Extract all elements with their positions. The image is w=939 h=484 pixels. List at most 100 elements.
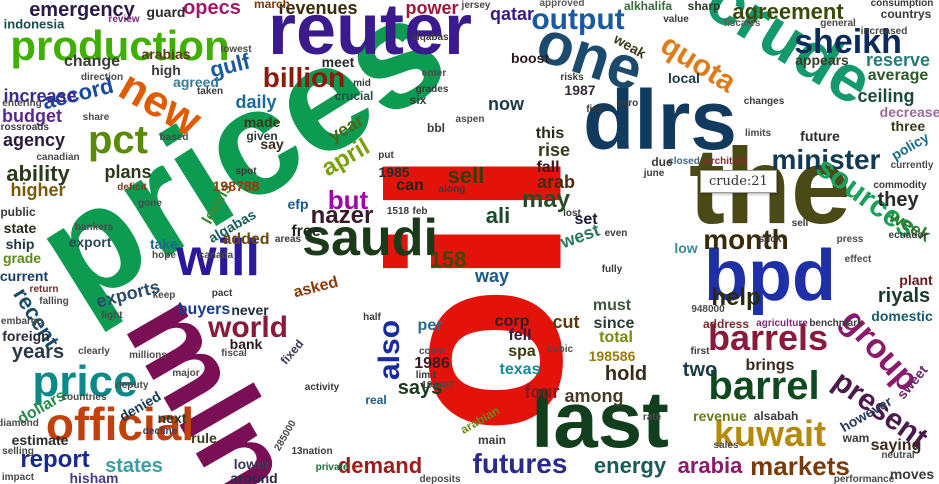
word-added[interactable]: added xyxy=(222,231,270,248)
word-energy[interactable]: energy xyxy=(593,453,667,478)
word-fire[interactable]: fire xyxy=(586,104,602,115)
word-four[interactable]: four xyxy=(524,382,560,402)
word-futures[interactable]: futures xyxy=(472,448,568,479)
word-mid[interactable]: mid xyxy=(353,78,371,89)
word-bankers[interactable]: bankers xyxy=(74,222,114,233)
word-main[interactable]: main xyxy=(477,433,507,447)
word-decrease[interactable]: decrease xyxy=(879,104,939,120)
word-high[interactable]: high xyxy=(151,62,181,78)
word-qatar[interactable]: qatar xyxy=(489,4,535,24)
word-total[interactable]: total xyxy=(599,329,633,346)
word-arabias[interactable]: arabias xyxy=(141,46,191,62)
word-first[interactable]: first xyxy=(690,346,710,357)
word-risks[interactable]: risks xyxy=(560,72,584,83)
word-major[interactable]: major xyxy=(172,368,200,379)
word-low[interactable]: low xyxy=(674,240,698,256)
word-meet[interactable]: meet xyxy=(321,54,355,70)
word-since[interactable]: since xyxy=(593,315,635,332)
word-value[interactable]: value xyxy=(663,14,689,25)
word-cubic[interactable]: cubic xyxy=(546,344,574,355)
word-current[interactable]: current xyxy=(0,268,49,284)
word-daily[interactable]: daily xyxy=(235,92,277,112)
word-policy[interactable]: policy xyxy=(888,128,932,164)
word-fully[interactable]: fully xyxy=(601,264,623,275)
word-sell[interactable]: sell xyxy=(447,163,485,188)
word-hope[interactable]: hope xyxy=(152,250,176,261)
word-aspen[interactable]: aspen xyxy=(455,114,485,125)
word-review[interactable]: review xyxy=(108,14,140,25)
word-among[interactable]: among xyxy=(564,386,624,406)
word-fiscal[interactable]: fiscal xyxy=(221,348,247,359)
word-impact[interactable]: impact xyxy=(1,472,35,483)
word-agriculture[interactable]: agriculture xyxy=(756,318,808,329)
word-decline[interactable]: decline xyxy=(142,426,178,437)
word-taken[interactable]: taken xyxy=(196,86,224,97)
word-share[interactable]: share xyxy=(82,112,110,123)
word-brings[interactable]: brings xyxy=(745,357,795,374)
word-domestic[interactable]: domestic xyxy=(871,308,933,324)
word-given[interactable]: given xyxy=(246,129,278,143)
word-deficit[interactable]: deficit xyxy=(117,182,147,193)
word-ceiling[interactable]: ceiling xyxy=(857,86,915,106)
word-but[interactable]: but xyxy=(327,185,369,215)
word-dlrs[interactable]: dlrs xyxy=(582,73,738,167)
word-state[interactable]: state xyxy=(3,220,37,236)
word-this[interactable]: this xyxy=(535,125,565,142)
word-increase[interactable]: increase xyxy=(3,86,77,106)
word-made[interactable]: made xyxy=(243,114,281,130)
word-deposits[interactable]: deposits xyxy=(419,474,461,484)
word-last[interactable]: last xyxy=(531,375,669,464)
word-1987[interactable]: 1987 xyxy=(564,82,596,98)
word-spot[interactable]: spot xyxy=(235,166,257,177)
word-deputy[interactable]: deputy xyxy=(115,380,149,391)
word-markets[interactable]: markets xyxy=(750,451,850,481)
word-boost[interactable]: boost xyxy=(510,50,550,66)
word-billion[interactable]: billion xyxy=(262,62,346,93)
word-changes[interactable]: changes xyxy=(743,96,785,107)
word-texas[interactable]: texas xyxy=(499,361,541,378)
word-revenues[interactable]: revenues xyxy=(278,0,358,18)
word-must[interactable]: must xyxy=(592,297,632,314)
word-riyals[interactable]: riyals xyxy=(877,285,931,307)
word-also[interactable]: also xyxy=(373,319,406,381)
word-next[interactable]: next xyxy=(157,410,187,426)
word-two[interactable]: two xyxy=(682,359,718,381)
word-sell-2[interactable]: sell xyxy=(791,218,809,229)
word-keep[interactable]: keep xyxy=(152,290,176,301)
word-performance[interactable]: performance xyxy=(833,474,895,484)
word-they[interactable]: they xyxy=(877,189,919,211)
word-approved[interactable]: approved xyxy=(539,0,585,9)
word-pct[interactable]: pct xyxy=(88,118,148,162)
word-bank[interactable]: bank xyxy=(229,336,263,352)
word-revenue[interactable]: revenue xyxy=(693,408,747,424)
word-13nation[interactable]: 13nation xyxy=(291,446,333,457)
word-free[interactable]: free xyxy=(291,223,321,240)
word-per[interactable]: per xyxy=(417,317,443,334)
word-june[interactable]: june xyxy=(643,168,665,179)
word-appears[interactable]: appears xyxy=(795,52,849,68)
word-take[interactable]: take xyxy=(149,236,179,252)
word-never[interactable]: never xyxy=(231,302,269,318)
word-consumption[interactable]: consumption xyxy=(870,0,934,9)
word-corp[interactable]: corp xyxy=(494,313,530,330)
word-hisham[interactable]: hisham xyxy=(69,470,119,484)
word-198788[interactable]: 198788 xyxy=(212,178,260,194)
word-world[interactable]: world xyxy=(208,311,288,344)
word-moves[interactable]: moves xyxy=(889,466,935,482)
word-along[interactable]: along xyxy=(438,184,466,195)
word-architect[interactable]: architect xyxy=(705,156,747,167)
word-says[interactable]: says xyxy=(397,377,443,399)
word-grades[interactable]: grades xyxy=(415,84,449,95)
word-currently[interactable]: currently xyxy=(890,160,934,171)
word-foreign[interactable]: foreign xyxy=(2,328,50,344)
word-minister[interactable]: minister xyxy=(771,144,881,175)
word-agreed[interactable]: agreed xyxy=(173,74,219,90)
word-may[interactable]: may xyxy=(521,186,571,213)
word-power[interactable]: power xyxy=(405,0,459,18)
word-arabia[interactable]: arabia xyxy=(677,453,743,478)
word-sharp[interactable]: sharp xyxy=(687,0,721,13)
word-month[interactable]: month xyxy=(703,224,789,255)
word-return[interactable]: return xyxy=(29,284,59,295)
word-alkhalifa[interactable]: alkhalifa xyxy=(623,0,673,13)
word-closed[interactable]: closed xyxy=(668,156,700,167)
